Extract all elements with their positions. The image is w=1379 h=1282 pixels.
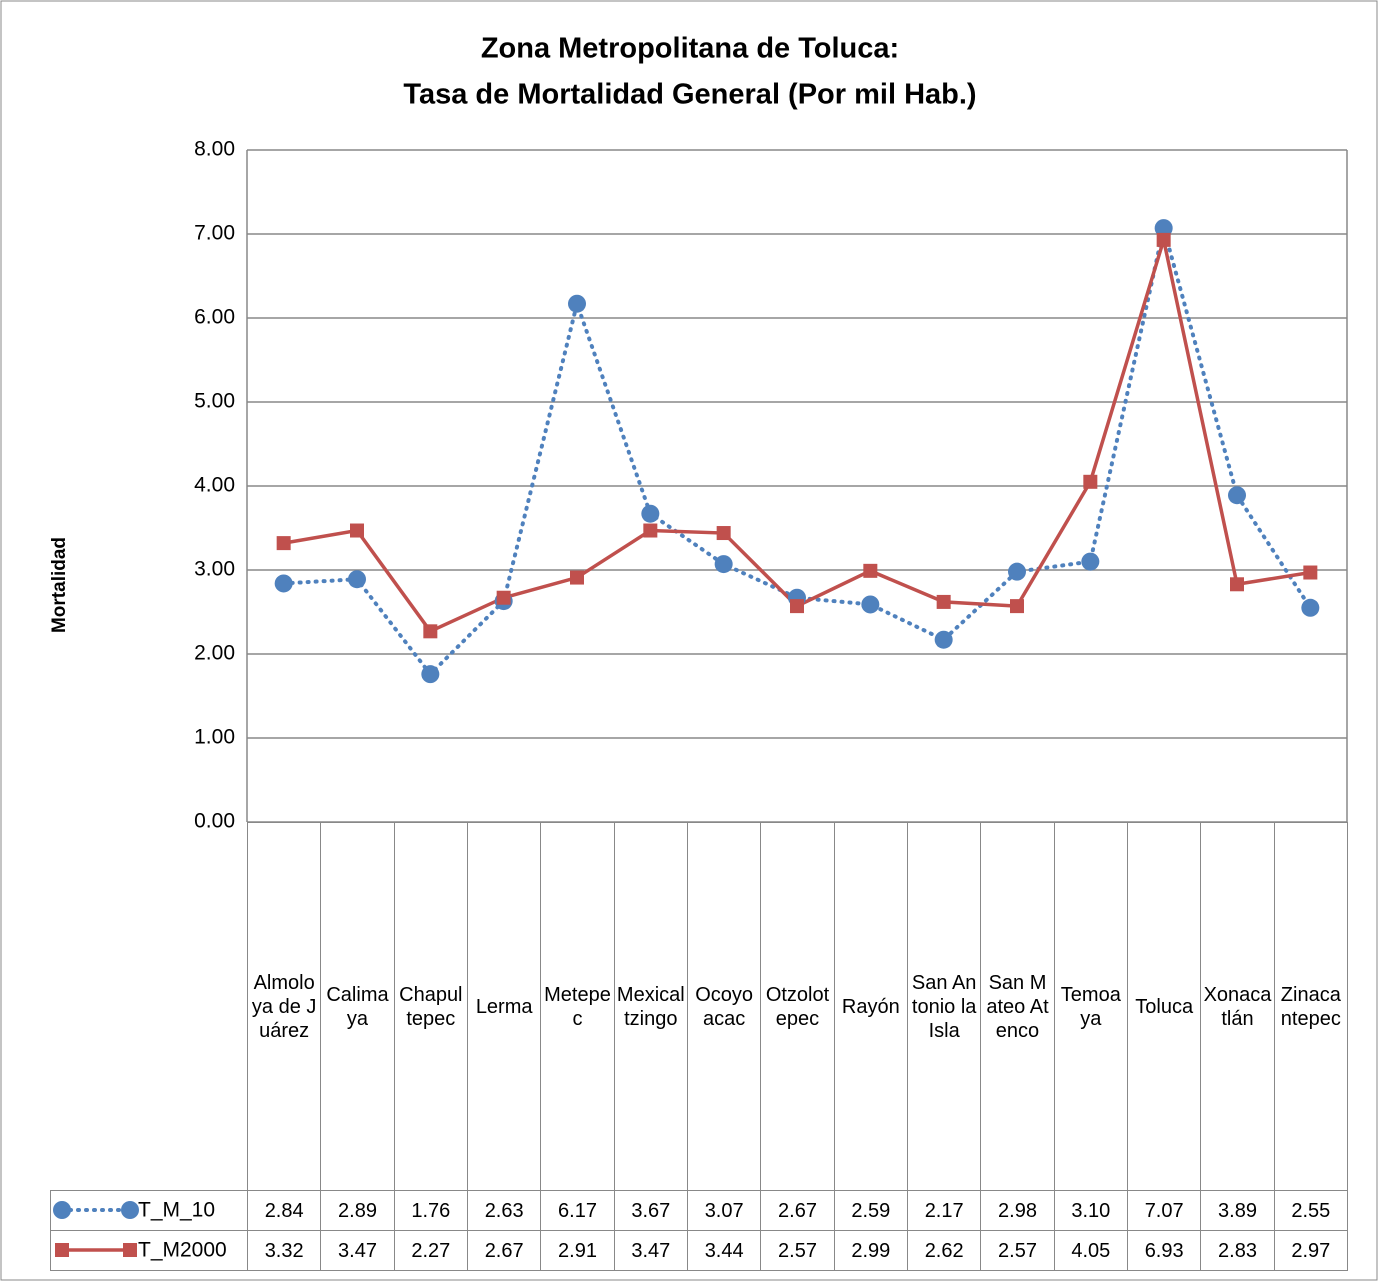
x-tick-label: Mexicaltzingo bbox=[613, 822, 688, 1191]
data-point bbox=[496, 590, 511, 605]
legend-marker bbox=[121, 1201, 139, 1219]
data-point bbox=[1008, 562, 1026, 581]
x-tick-label: Rayón bbox=[833, 822, 908, 1191]
data-table-value: 2.91 bbox=[540, 1230, 615, 1271]
x-tick-label: Chapultepec bbox=[393, 822, 468, 1191]
data-point bbox=[790, 599, 804, 614]
x-tick-label: San Mateo Atenco bbox=[980, 822, 1055, 1191]
x-tick-label: Metepec bbox=[540, 822, 615, 1191]
data-table-value: 3.67 bbox=[613, 1190, 688, 1231]
y-tick-label: 6.00 bbox=[194, 306, 235, 329]
data-point bbox=[863, 563, 878, 578]
data-point bbox=[1301, 598, 1320, 617]
x-tick-label: Otzolotepec bbox=[760, 822, 835, 1191]
data-table-value: 2.67 bbox=[467, 1230, 542, 1271]
data-point bbox=[276, 536, 291, 551]
x-tick-label: San Antonio la Isla bbox=[907, 822, 982, 1191]
data-point bbox=[423, 624, 438, 639]
data-point bbox=[643, 523, 658, 538]
y-tick-label: 4.00 bbox=[194, 474, 235, 497]
legend-marker bbox=[53, 1201, 71, 1219]
data-table-value: 2.99 bbox=[833, 1230, 908, 1271]
y-tick-label: 5.00 bbox=[194, 390, 235, 413]
data-table-value: 6.17 bbox=[540, 1190, 615, 1231]
legend-cell bbox=[50, 1230, 248, 1271]
legend-label: T_M_10 bbox=[138, 1199, 215, 1222]
x-tick-label: Temoaya bbox=[1053, 822, 1128, 1191]
data-table-value: 2.84 bbox=[247, 1190, 322, 1231]
x-tick-label: Toluca bbox=[1127, 822, 1202, 1191]
data-table-value: 2.55 bbox=[1273, 1190, 1348, 1231]
data-point bbox=[274, 574, 293, 593]
data-point bbox=[1303, 565, 1318, 580]
data-table-value: 2.63 bbox=[467, 1190, 542, 1231]
data-point bbox=[1156, 232, 1171, 247]
data-point bbox=[570, 570, 584, 585]
y-tick-label: 2.00 bbox=[194, 642, 235, 665]
data-point bbox=[714, 555, 733, 574]
x-tick-label: Ocoyoacac bbox=[687, 822, 762, 1191]
x-tick-label: Almoloya de Juárez bbox=[247, 822, 322, 1191]
data-point bbox=[421, 665, 440, 684]
data-table-value: 3.32 bbox=[247, 1230, 322, 1271]
x-tick-label: Lerma bbox=[467, 822, 542, 1191]
chart-subtitle: Tasa de Mortalidad General (Por mil Hab.… bbox=[403, 79, 976, 111]
data-point bbox=[1228, 486, 1246, 505]
data-table-value: 3.89 bbox=[1200, 1190, 1275, 1231]
data-point bbox=[568, 294, 586, 313]
y-axis-label: Mortalidad bbox=[49, 537, 70, 633]
data-table-value: 6.93 bbox=[1127, 1230, 1202, 1271]
data-point bbox=[1083, 474, 1098, 489]
y-tick-label: 1.00 bbox=[194, 726, 235, 749]
data-point bbox=[1230, 577, 1244, 592]
legend-label: T_M2000 bbox=[138, 1239, 227, 1262]
data-table-value: 2.27 bbox=[393, 1230, 468, 1271]
y-tick-label: 8.00 bbox=[194, 138, 235, 161]
data-point bbox=[1081, 552, 1100, 571]
legend-marker bbox=[123, 1243, 137, 1257]
x-tick-label: Zinacantepec bbox=[1273, 822, 1348, 1191]
data-table-value: 2.97 bbox=[1273, 1230, 1348, 1271]
data-point bbox=[1010, 599, 1024, 614]
data-table-value: 3.44 bbox=[687, 1230, 762, 1271]
series-line bbox=[281, 227, 1313, 678]
data-point bbox=[716, 526, 731, 541]
data-point bbox=[348, 570, 366, 589]
data-table-value: 2.89 bbox=[320, 1190, 395, 1231]
x-tick-label: Xonacatlán bbox=[1200, 822, 1275, 1191]
chart-title: Zona Metropolitana de Toluca: bbox=[481, 33, 899, 65]
data-table-value: 2.62 bbox=[907, 1230, 982, 1271]
data-point bbox=[641, 504, 660, 523]
data-table-value: 2.17 bbox=[907, 1190, 982, 1231]
y-tick-label: 7.00 bbox=[194, 222, 235, 245]
data-table-value: 2.98 bbox=[980, 1190, 1055, 1231]
data-table-value: 3.47 bbox=[613, 1230, 688, 1271]
data-table-value: 7.07 bbox=[1127, 1190, 1202, 1231]
data-table-value: 3.10 bbox=[1053, 1190, 1128, 1231]
x-tick-label: Calimaya bbox=[320, 822, 395, 1191]
data-table-value: 2.83 bbox=[1200, 1230, 1275, 1271]
data-table-value: 2.57 bbox=[980, 1230, 1055, 1271]
data-table-value: 2.57 bbox=[760, 1230, 835, 1271]
data-table-value: 3.47 bbox=[320, 1230, 395, 1271]
data-point bbox=[1154, 219, 1173, 238]
legend-cell bbox=[50, 1190, 248, 1231]
data-table-value: 4.05 bbox=[1053, 1230, 1128, 1271]
data-point bbox=[861, 595, 880, 614]
data-point bbox=[936, 594, 951, 609]
data-table-value: 2.67 bbox=[760, 1190, 835, 1231]
y-tick-label: 3.00 bbox=[194, 558, 235, 581]
legend-marker bbox=[55, 1243, 69, 1257]
data-table-value: 2.59 bbox=[833, 1190, 908, 1231]
data-table-value: 1.76 bbox=[393, 1190, 468, 1231]
y-tick-label: 0.00 bbox=[194, 810, 235, 833]
data-point bbox=[350, 523, 364, 538]
data-point bbox=[934, 630, 953, 649]
data-table-value: 3.07 bbox=[687, 1190, 762, 1231]
